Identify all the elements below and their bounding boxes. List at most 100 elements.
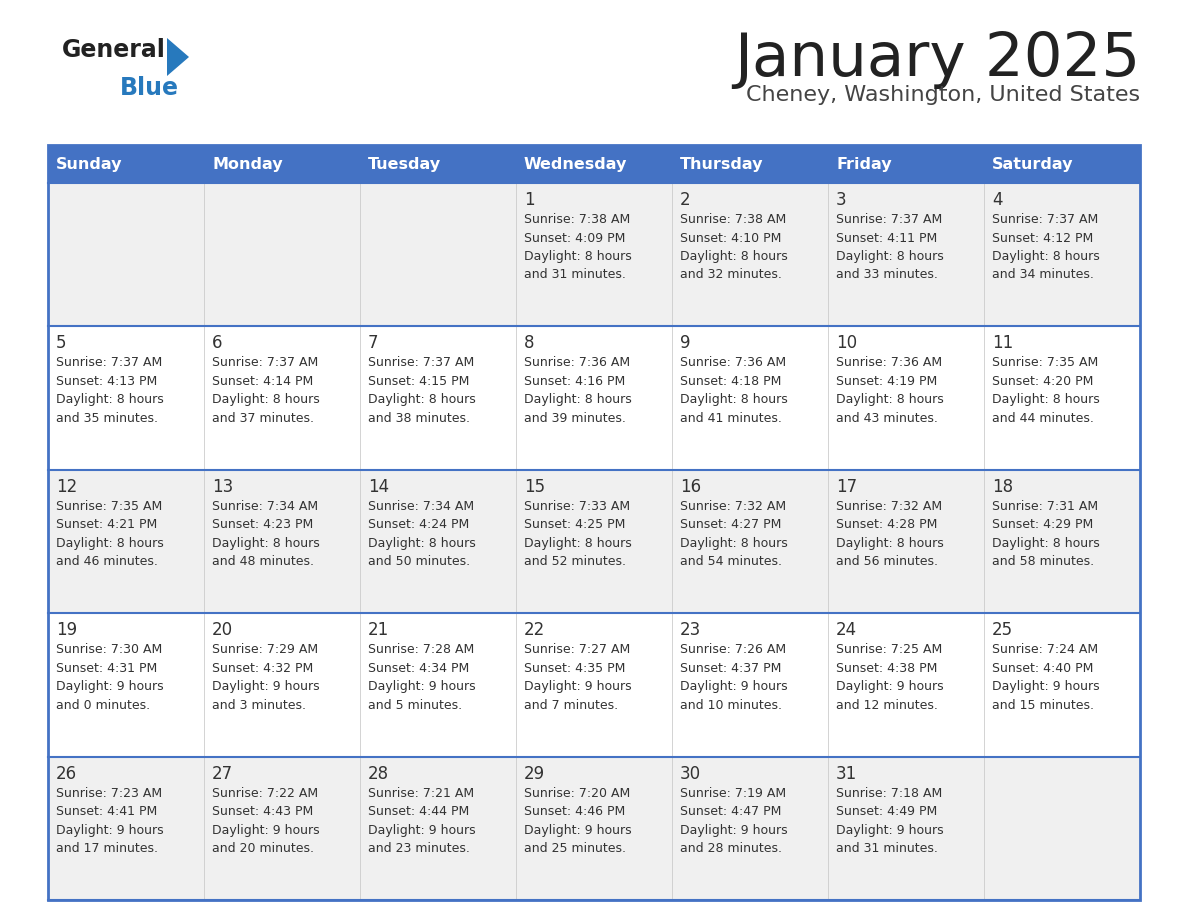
Text: Friday: Friday bbox=[836, 156, 892, 172]
Text: 8: 8 bbox=[524, 334, 535, 353]
Bar bbox=[48, 145, 204, 183]
Bar bbox=[672, 756, 828, 900]
Text: January 2025: January 2025 bbox=[734, 30, 1140, 89]
Bar bbox=[48, 327, 204, 470]
Bar bbox=[516, 145, 672, 183]
Text: Sunrise: 7:31 AM
Sunset: 4:29 PM
Daylight: 8 hours
and 58 minutes.: Sunrise: 7:31 AM Sunset: 4:29 PM Dayligh… bbox=[992, 499, 1100, 568]
Bar bbox=[204, 613, 360, 756]
Bar bbox=[984, 613, 1140, 756]
Bar bbox=[204, 183, 360, 327]
Bar bbox=[672, 145, 828, 183]
Bar bbox=[516, 470, 672, 613]
Bar bbox=[204, 145, 360, 183]
Bar bbox=[984, 145, 1140, 183]
Bar bbox=[672, 470, 828, 613]
Text: 25: 25 bbox=[992, 621, 1013, 639]
Text: 13: 13 bbox=[211, 477, 233, 496]
Text: 29: 29 bbox=[524, 765, 545, 783]
Bar bbox=[516, 183, 672, 327]
Bar bbox=[672, 183, 828, 327]
Text: Sunrise: 7:34 AM
Sunset: 4:23 PM
Daylight: 8 hours
and 48 minutes.: Sunrise: 7:34 AM Sunset: 4:23 PM Dayligh… bbox=[211, 499, 320, 568]
Bar bbox=[360, 613, 516, 756]
Text: 21: 21 bbox=[368, 621, 390, 639]
Bar bbox=[48, 470, 204, 613]
Bar bbox=[48, 613, 204, 756]
Text: Sunrise: 7:36 AM
Sunset: 4:19 PM
Daylight: 8 hours
and 43 minutes.: Sunrise: 7:36 AM Sunset: 4:19 PM Dayligh… bbox=[836, 356, 943, 425]
Bar bbox=[672, 327, 828, 470]
Bar bbox=[48, 145, 1140, 900]
Text: Sunrise: 7:21 AM
Sunset: 4:44 PM
Daylight: 9 hours
and 23 minutes.: Sunrise: 7:21 AM Sunset: 4:44 PM Dayligh… bbox=[368, 787, 475, 855]
Text: Sunrise: 7:38 AM
Sunset: 4:09 PM
Daylight: 8 hours
and 31 minutes.: Sunrise: 7:38 AM Sunset: 4:09 PM Dayligh… bbox=[524, 213, 632, 282]
Text: Sunrise: 7:35 AM
Sunset: 4:21 PM
Daylight: 8 hours
and 46 minutes.: Sunrise: 7:35 AM Sunset: 4:21 PM Dayligh… bbox=[56, 499, 164, 568]
Bar bbox=[984, 470, 1140, 613]
Bar bbox=[828, 327, 984, 470]
Text: Cheney, Washington, United States: Cheney, Washington, United States bbox=[746, 85, 1140, 105]
Text: Saturday: Saturday bbox=[992, 156, 1074, 172]
Text: 28: 28 bbox=[368, 765, 390, 783]
Text: Sunrise: 7:18 AM
Sunset: 4:49 PM
Daylight: 9 hours
and 31 minutes.: Sunrise: 7:18 AM Sunset: 4:49 PM Dayligh… bbox=[836, 787, 943, 855]
Text: Sunrise: 7:30 AM
Sunset: 4:31 PM
Daylight: 9 hours
and 0 minutes.: Sunrise: 7:30 AM Sunset: 4:31 PM Dayligh… bbox=[56, 644, 164, 711]
Text: 27: 27 bbox=[211, 765, 233, 783]
Text: Sunrise: 7:19 AM
Sunset: 4:47 PM
Daylight: 9 hours
and 28 minutes.: Sunrise: 7:19 AM Sunset: 4:47 PM Dayligh… bbox=[680, 787, 788, 855]
Text: Sunrise: 7:37 AM
Sunset: 4:15 PM
Daylight: 8 hours
and 38 minutes.: Sunrise: 7:37 AM Sunset: 4:15 PM Dayligh… bbox=[368, 356, 475, 425]
Text: 9: 9 bbox=[680, 334, 690, 353]
Bar bbox=[360, 470, 516, 613]
Text: Sunrise: 7:29 AM
Sunset: 4:32 PM
Daylight: 9 hours
and 3 minutes.: Sunrise: 7:29 AM Sunset: 4:32 PM Dayligh… bbox=[211, 644, 320, 711]
Bar bbox=[204, 756, 360, 900]
Text: Monday: Monday bbox=[211, 156, 283, 172]
Bar bbox=[360, 145, 516, 183]
Text: 14: 14 bbox=[368, 477, 390, 496]
Bar bbox=[984, 327, 1140, 470]
Text: General: General bbox=[62, 38, 166, 62]
Text: 5: 5 bbox=[56, 334, 67, 353]
Text: Sunrise: 7:20 AM
Sunset: 4:46 PM
Daylight: 9 hours
and 25 minutes.: Sunrise: 7:20 AM Sunset: 4:46 PM Dayligh… bbox=[524, 787, 632, 855]
Text: Sunrise: 7:33 AM
Sunset: 4:25 PM
Daylight: 8 hours
and 52 minutes.: Sunrise: 7:33 AM Sunset: 4:25 PM Dayligh… bbox=[524, 499, 632, 568]
Text: 26: 26 bbox=[56, 765, 77, 783]
Bar bbox=[828, 470, 984, 613]
Text: 22: 22 bbox=[524, 621, 545, 639]
Bar bbox=[48, 183, 204, 327]
Text: 31: 31 bbox=[836, 765, 858, 783]
Text: Sunrise: 7:27 AM
Sunset: 4:35 PM
Daylight: 9 hours
and 7 minutes.: Sunrise: 7:27 AM Sunset: 4:35 PM Dayligh… bbox=[524, 644, 632, 711]
Bar bbox=[984, 183, 1140, 327]
Text: 10: 10 bbox=[836, 334, 857, 353]
Bar bbox=[828, 183, 984, 327]
Text: 18: 18 bbox=[992, 477, 1013, 496]
Text: Sunrise: 7:23 AM
Sunset: 4:41 PM
Daylight: 9 hours
and 17 minutes.: Sunrise: 7:23 AM Sunset: 4:41 PM Dayligh… bbox=[56, 787, 164, 855]
Bar bbox=[516, 327, 672, 470]
Text: 19: 19 bbox=[56, 621, 77, 639]
Text: 30: 30 bbox=[680, 765, 701, 783]
Bar bbox=[516, 613, 672, 756]
Text: Sunrise: 7:26 AM
Sunset: 4:37 PM
Daylight: 9 hours
and 10 minutes.: Sunrise: 7:26 AM Sunset: 4:37 PM Dayligh… bbox=[680, 644, 788, 711]
Bar bbox=[360, 183, 516, 327]
Bar bbox=[984, 756, 1140, 900]
Text: 11: 11 bbox=[992, 334, 1013, 353]
Text: Sunday: Sunday bbox=[56, 156, 122, 172]
Bar bbox=[828, 613, 984, 756]
Text: Sunrise: 7:38 AM
Sunset: 4:10 PM
Daylight: 8 hours
and 32 minutes.: Sunrise: 7:38 AM Sunset: 4:10 PM Dayligh… bbox=[680, 213, 788, 282]
Bar bbox=[828, 756, 984, 900]
Text: Sunrise: 7:25 AM
Sunset: 4:38 PM
Daylight: 9 hours
and 12 minutes.: Sunrise: 7:25 AM Sunset: 4:38 PM Dayligh… bbox=[836, 644, 943, 711]
Bar bbox=[204, 327, 360, 470]
Text: Sunrise: 7:36 AM
Sunset: 4:18 PM
Daylight: 8 hours
and 41 minutes.: Sunrise: 7:36 AM Sunset: 4:18 PM Dayligh… bbox=[680, 356, 788, 425]
Bar bbox=[828, 145, 984, 183]
Text: 4: 4 bbox=[992, 191, 1003, 209]
Text: 12: 12 bbox=[56, 477, 77, 496]
Text: Blue: Blue bbox=[120, 76, 179, 100]
Text: 16: 16 bbox=[680, 477, 701, 496]
Text: Sunrise: 7:36 AM
Sunset: 4:16 PM
Daylight: 8 hours
and 39 minutes.: Sunrise: 7:36 AM Sunset: 4:16 PM Dayligh… bbox=[524, 356, 632, 425]
Bar bbox=[204, 470, 360, 613]
Text: Sunrise: 7:28 AM
Sunset: 4:34 PM
Daylight: 9 hours
and 5 minutes.: Sunrise: 7:28 AM Sunset: 4:34 PM Dayligh… bbox=[368, 644, 475, 711]
Text: Sunrise: 7:35 AM
Sunset: 4:20 PM
Daylight: 8 hours
and 44 minutes.: Sunrise: 7:35 AM Sunset: 4:20 PM Dayligh… bbox=[992, 356, 1100, 425]
Bar bbox=[672, 613, 828, 756]
Text: 2: 2 bbox=[680, 191, 690, 209]
Bar bbox=[48, 756, 204, 900]
Text: Sunrise: 7:22 AM
Sunset: 4:43 PM
Daylight: 9 hours
and 20 minutes.: Sunrise: 7:22 AM Sunset: 4:43 PM Dayligh… bbox=[211, 787, 320, 855]
Text: 7: 7 bbox=[368, 334, 379, 353]
Text: Sunrise: 7:34 AM
Sunset: 4:24 PM
Daylight: 8 hours
and 50 minutes.: Sunrise: 7:34 AM Sunset: 4:24 PM Dayligh… bbox=[368, 499, 475, 568]
Text: Wednesday: Wednesday bbox=[524, 156, 627, 172]
Text: 20: 20 bbox=[211, 621, 233, 639]
Text: 17: 17 bbox=[836, 477, 857, 496]
Text: Sunrise: 7:37 AM
Sunset: 4:14 PM
Daylight: 8 hours
and 37 minutes.: Sunrise: 7:37 AM Sunset: 4:14 PM Dayligh… bbox=[211, 356, 320, 425]
Text: Sunrise: 7:37 AM
Sunset: 4:13 PM
Daylight: 8 hours
and 35 minutes.: Sunrise: 7:37 AM Sunset: 4:13 PM Dayligh… bbox=[56, 356, 164, 425]
